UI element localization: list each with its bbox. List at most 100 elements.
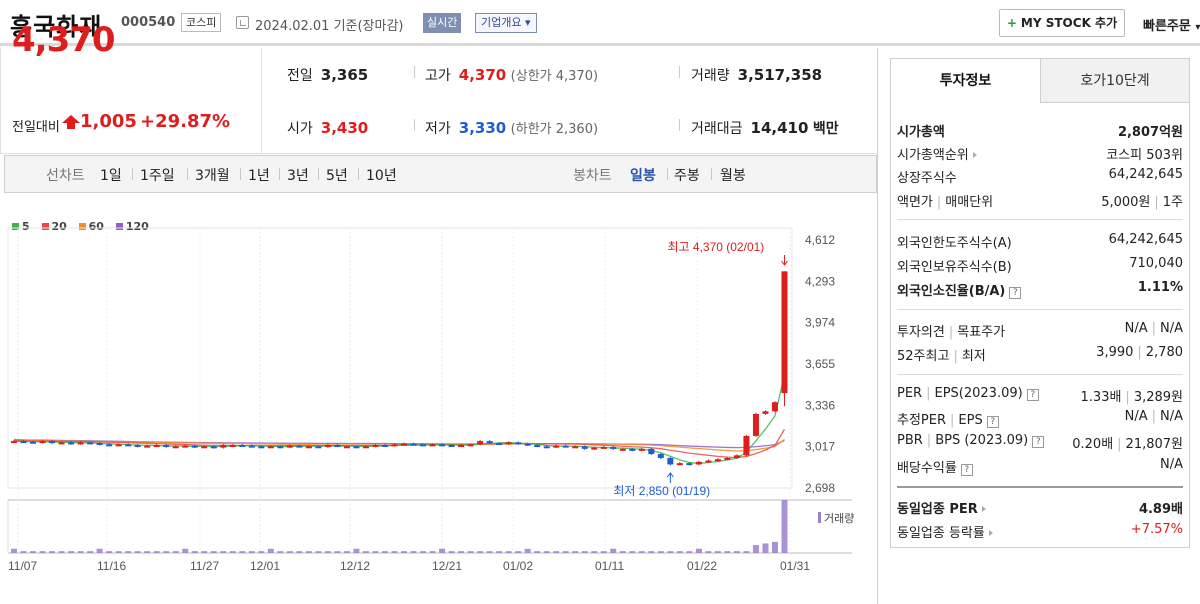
info-row: 배당수익률? N/A xyxy=(897,457,1183,476)
help-icon[interactable]: ? xyxy=(1026,389,1039,401)
info-row: 동일업종 등락률 +7.57% xyxy=(897,522,1183,541)
company-overview-dropdown[interactable]: 기업개요 ▾ xyxy=(475,13,537,33)
volume-bar xyxy=(87,551,94,553)
y-tick-label: 3,017 xyxy=(805,440,835,454)
candle-body xyxy=(705,460,712,463)
info-row: 동일업종 PER 4.89배 xyxy=(897,502,1183,517)
help-icon[interactable]: ? xyxy=(960,464,973,476)
chevron-right-icon[interactable] xyxy=(972,152,977,158)
candle-chart-label: 봉차트 xyxy=(573,168,612,184)
current-price: 4,370 xyxy=(12,20,116,60)
legend-ma60: 60 xyxy=(78,220,104,233)
candle-body xyxy=(277,446,284,449)
candle-body xyxy=(477,441,484,445)
volume-bar xyxy=(401,551,407,553)
info-row: 시가총액순위 코스피 503위 xyxy=(897,148,1183,163)
volume-bar xyxy=(229,551,236,553)
x-tick-label: 01/22 xyxy=(687,559,717,573)
period-1d[interactable]: 1일 xyxy=(100,168,122,184)
candle-body xyxy=(686,463,693,466)
volume-bar xyxy=(239,551,246,553)
volume-legend-swatch xyxy=(818,512,821,523)
candle-body xyxy=(87,442,94,445)
candle-body xyxy=(49,441,56,444)
volume-bar xyxy=(420,551,427,553)
x-tick-label: 12/21 xyxy=(432,559,462,573)
volume-bar xyxy=(144,551,151,553)
x-tick-label: 12/12 xyxy=(340,559,370,573)
volume-bar xyxy=(591,551,598,553)
candle-body xyxy=(353,446,360,449)
x-tick-label: 01/31 xyxy=(780,559,810,573)
candle-body xyxy=(439,444,446,447)
info-row: 외국인소진율(B/A)? 1.11% xyxy=(897,280,1183,299)
period-weekly[interactable]: 주봉 xyxy=(674,168,700,184)
period-1w[interactable]: 1주일 xyxy=(140,168,175,184)
info-row: 외국인한도주식수(A) 64,242,645 xyxy=(897,232,1183,251)
divider xyxy=(679,119,680,131)
divider xyxy=(897,219,1183,220)
divider xyxy=(414,66,415,78)
period-1y[interactable]: 1년 xyxy=(248,168,270,184)
price-chart[interactable]: 4,612 4,293 3,974 3,655 3,336 3,017 2,698 11/07… xyxy=(0,195,876,595)
volume-bar xyxy=(743,551,750,553)
x-tick-label: 01/11 xyxy=(595,559,624,573)
volume-bar xyxy=(648,551,655,553)
divider xyxy=(414,119,415,131)
realtime-button[interactable]: 실시간 xyxy=(423,13,462,33)
candle-body xyxy=(619,448,626,451)
volume-bar xyxy=(600,551,607,553)
candle-body xyxy=(515,442,522,445)
candle-body xyxy=(77,442,84,445)
volume-bar xyxy=(524,548,531,553)
info-row: 투자의견 | 목표주가 N/A | N/A xyxy=(897,321,1183,340)
help-icon[interactable]: ? xyxy=(1032,436,1045,448)
volume-bar xyxy=(182,548,189,553)
volume-label: 거래량 xyxy=(824,512,854,525)
candle-body xyxy=(553,445,560,448)
candle-body xyxy=(401,443,407,446)
candle-body xyxy=(600,446,607,449)
period-3y[interactable]: 3년 xyxy=(287,168,309,184)
volume-bar xyxy=(201,551,208,553)
volume-bar xyxy=(553,551,560,553)
candle-body xyxy=(610,446,617,449)
volume-bar xyxy=(96,548,103,553)
candle-body xyxy=(125,444,132,447)
candle-body xyxy=(305,446,312,449)
volume-bar xyxy=(220,551,227,553)
tab-order-book[interactable]: 호가10단계 xyxy=(1041,59,1189,103)
chevron-right-icon[interactable] xyxy=(988,530,993,536)
period-daily[interactable]: 일봉 xyxy=(630,168,656,184)
candle-body xyxy=(210,446,217,449)
tab-investment-info[interactable]: 투자정보 xyxy=(891,59,1041,103)
add-mystock-button[interactable]: + MY STOCK 추가 xyxy=(999,9,1125,37)
period-3m[interactable]: 3개월 xyxy=(195,168,230,184)
volume-bar xyxy=(695,548,702,553)
help-icon[interactable]: ? xyxy=(1009,287,1022,299)
candle-body xyxy=(229,444,236,447)
period-monthly[interactable]: 월봉 xyxy=(720,168,746,184)
volume-bar xyxy=(134,551,141,553)
volume-bar xyxy=(543,551,550,553)
volume-bar xyxy=(515,551,522,553)
candle-body xyxy=(68,442,75,445)
chevron-right-icon[interactable] xyxy=(981,506,986,512)
volume-bar xyxy=(486,551,493,553)
period-10y[interactable]: 10년 xyxy=(366,168,397,184)
period-5y[interactable]: 5년 xyxy=(326,168,348,184)
volume-bar xyxy=(410,551,417,553)
candle-body xyxy=(667,457,674,465)
candle-body xyxy=(420,444,427,447)
candle-body xyxy=(591,447,598,450)
volume-bar xyxy=(115,551,122,553)
candle-body xyxy=(629,448,636,451)
y-tick-label: 4,293 xyxy=(805,274,835,288)
x-tick-label: 11/27 xyxy=(190,559,219,573)
candle-body xyxy=(496,443,503,446)
volume-bar xyxy=(781,500,788,553)
quick-order-button[interactable]: 빠른주문 ▾ xyxy=(1143,19,1200,34)
candle-body xyxy=(286,445,293,448)
help-icon[interactable]: ? xyxy=(986,416,999,428)
candle-body xyxy=(657,454,664,458)
